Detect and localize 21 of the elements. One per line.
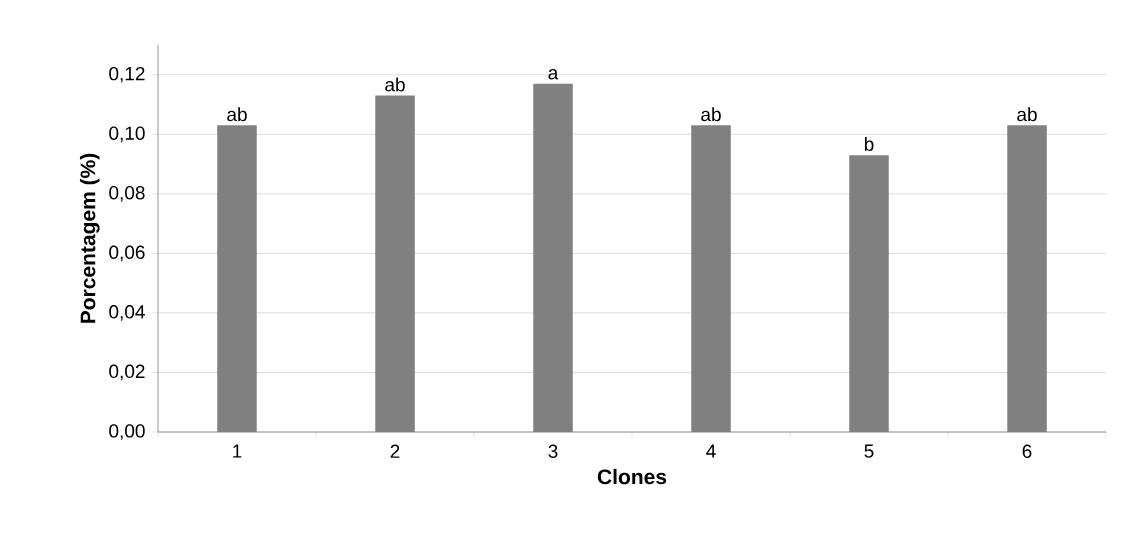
y-axis-title: Porcentagem (%) [79,153,100,323]
annotation: a [548,69,559,80]
x-tick-label: 5 [864,444,874,458]
x-tick-label: 2 [390,444,400,458]
y-tick-label: 0,00 [109,424,145,440]
x-tick-label: 3 [548,444,558,458]
annotation: ab [701,107,721,122]
annotation: ab [385,77,405,92]
x-tick-label: 6 [1022,444,1032,458]
y-tick-label: 0,12 [109,66,145,83]
y-tick-label: 0,08 [109,185,145,202]
x-tick-label: 1 [233,444,242,458]
y-tick-label: 0,06 [109,245,145,262]
y-tick-label: 0,02 [109,364,145,381]
annotation: ab [1017,107,1037,122]
x-axis-title: Clones [597,468,667,485]
x-tick-label: 4 [706,444,716,458]
annotation: ab [227,107,247,122]
y-tick-label: 0,10 [109,126,145,143]
annotation: b [864,136,874,151]
y-tick-label: 0,04 [109,305,145,321]
